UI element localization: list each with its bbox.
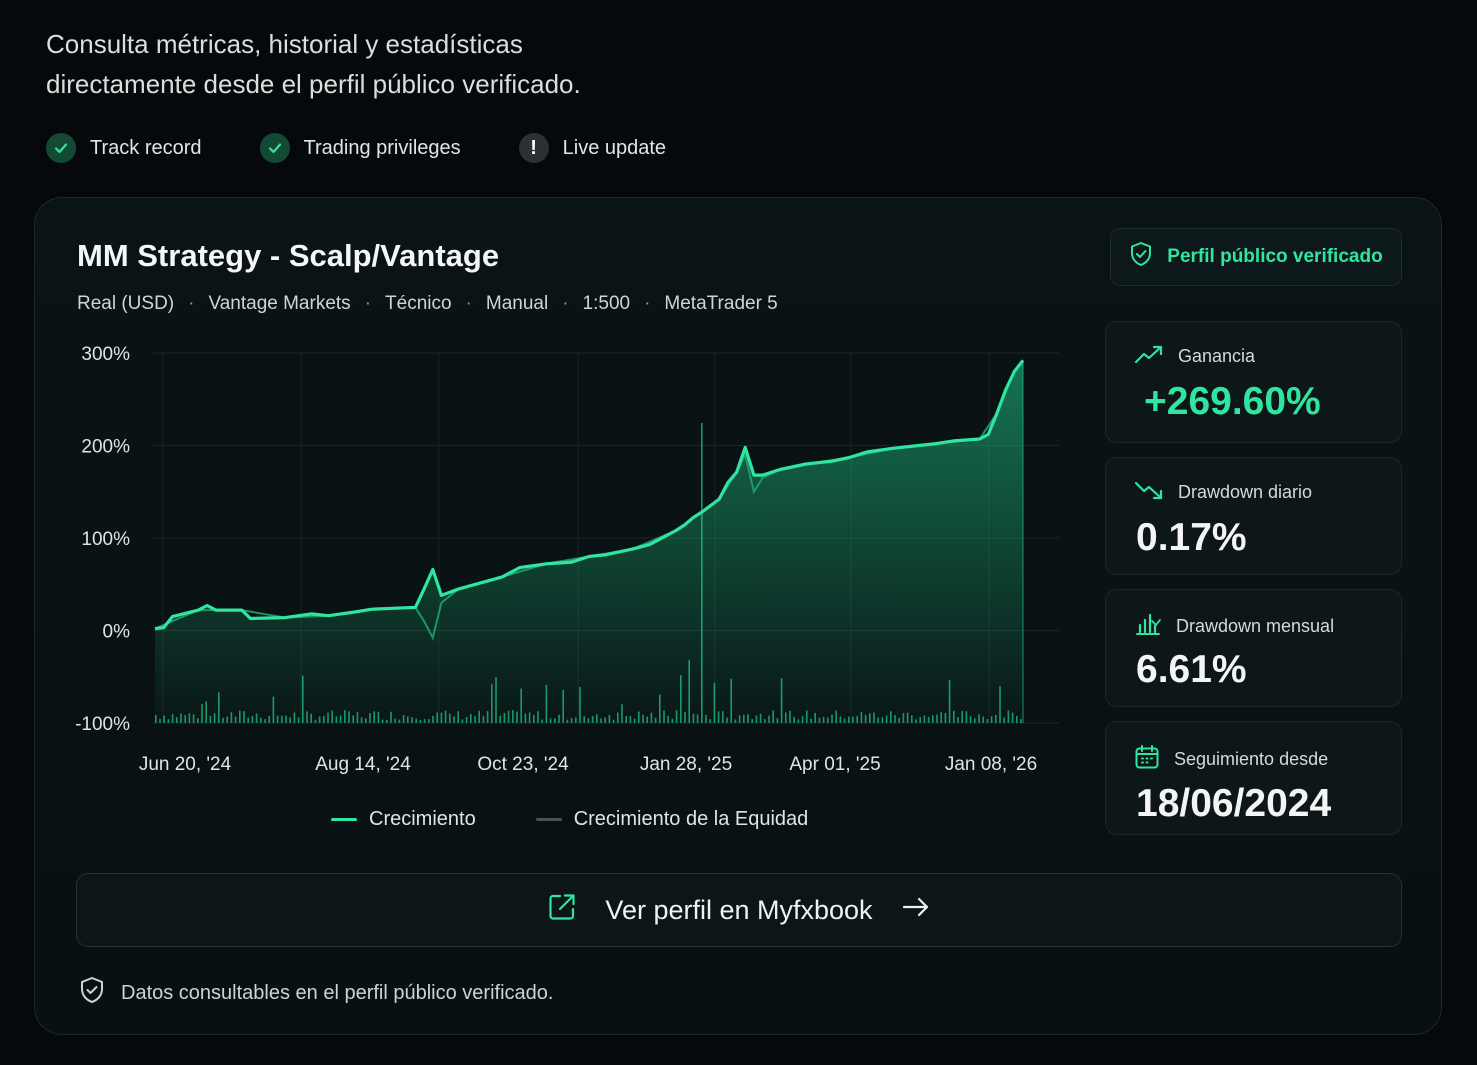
legend-label: Crecimiento de la Equidad: [573, 808, 809, 830]
legend-label: Crecimiento: [369, 808, 476, 830]
meta-broker: Vantage Markets: [208, 293, 351, 314]
cta-label: Ver perfil en Myfxbook: [605, 894, 873, 925]
stat-label: Drawdown diario: [1178, 482, 1313, 502]
legend-item-crecimiento[interactable]: Crecimiento: [331, 808, 476, 831]
stat-label: Seguimiento desde: [1174, 749, 1329, 769]
legend-swatch: [535, 818, 562, 821]
growth-chart: 300% 200% 100% 0% -100% Jun 20, '24 Aug 14, '2…: [75, 344, 1059, 775]
badge-trading-privileges: Trading privileges: [259, 133, 461, 163]
stat-value: 6.61%: [1136, 648, 1247, 691]
footnote: Datos consultables en el perfil público …: [79, 976, 553, 1010]
legend-swatch: [331, 818, 357, 821]
x-tick-label: Aug 14, '24: [315, 754, 411, 775]
trending-down-icon: [1134, 480, 1164, 505]
meta-separator: ·: [465, 293, 472, 314]
badge-label: Track record: [90, 136, 202, 159]
intro-line-2: directamente desde el perfil público ver…: [46, 69, 581, 99]
meta-execution: Manual: [485, 293, 549, 314]
feature-badges: Track record Trading privileges ! Live u…: [46, 131, 666, 165]
series-line-crecimiento: [154, 359, 1025, 631]
stat-value: +269.60%: [1144, 380, 1321, 423]
verified-label: Perfil público verificado: [1167, 246, 1383, 267]
meta-style: Técnico: [385, 293, 452, 314]
meta-leverage: 1:500: [582, 293, 631, 314]
meta-account-type: Real (USD): [77, 293, 175, 314]
meta-separator: ·: [364, 293, 372, 314]
exclamation-icon: !: [518, 133, 549, 163]
x-tick-label: Oct 23, '24: [477, 754, 569, 775]
legend-item-equidad[interactable]: Crecimiento de la Equidad: [535, 808, 809, 831]
footnote-text: Datos consultables en el perfil público …: [121, 981, 554, 1004]
check-icon: [46, 133, 76, 163]
meta-separator: ·: [562, 293, 569, 314]
y-tick-label: -100%: [75, 714, 130, 735]
intro-text: Consulta métricas, historial y estadísti…: [46, 24, 746, 104]
meta-separator: ·: [188, 293, 195, 314]
external-link-icon: [547, 892, 577, 929]
y-tick-label: 200%: [81, 437, 130, 458]
badge-track-record: Track record: [46, 133, 202, 163]
stat-seguimiento-desde: Seguimiento desde 18/06/2024: [1105, 721, 1402, 835]
stat-drawdown-mensual: Drawdown mensual 6.61%: [1105, 589, 1402, 707]
x-tick-label: Apr 01, '25: [789, 754, 880, 775]
verified-profile-badge[interactable]: Perfil público verificado: [1110, 228, 1402, 286]
chart-legend: Crecimiento Crecimiento de la Equidad: [331, 808, 808, 831]
strategy-card: MM Strategy - Scalp/Vantage Real (USD) ·…: [34, 197, 1442, 1035]
calendar-icon: [1134, 744, 1160, 775]
badge-label: Live update: [562, 136, 667, 159]
y-tick-label: 0%: [103, 622, 131, 643]
strategy-title: MM Strategy - Scalp/Vantage: [77, 238, 500, 273]
x-tick-label: Jun 20, '24: [139, 754, 232, 775]
stat-drawdown-diario: Drawdown diario 0.17%: [1105, 457, 1402, 575]
check-icon: [259, 133, 290, 163]
view-myfxbook-button[interactable]: Ver perfil en Myfxbook: [76, 873, 1402, 947]
shield-check-icon: [79, 976, 105, 1010]
trending-up-icon: [1134, 344, 1164, 369]
stat-ganancia: Ganancia +269.60%: [1105, 321, 1402, 443]
stat-label: Drawdown mensual: [1176, 616, 1335, 636]
bar-chart-icon: [1134, 612, 1162, 641]
meta-separator: ·: [644, 293, 651, 314]
badge-live-update: ! Live update: [518, 133, 667, 163]
x-tick-label: Jan 28, '25: [640, 754, 732, 775]
stat-label: Ganancia: [1178, 346, 1256, 366]
growth-area: [155, 360, 1023, 723]
meta-platform: MetaTrader 5: [664, 293, 778, 314]
stat-value: 0.17%: [1136, 516, 1247, 559]
badge-label: Trading privileges: [303, 136, 461, 159]
y-tick-label: 100%: [81, 529, 130, 550]
shield-check-icon: [1129, 241, 1153, 273]
strategy-meta: Real (USD) · Vantage Markets · Técnico ·…: [77, 293, 778, 315]
intro-line-1: Consulta métricas, historial y estadísti…: [46, 29, 523, 59]
x-tick-label: Jan 08, '26: [945, 754, 1037, 775]
stat-value: 18/06/2024: [1136, 782, 1332, 825]
arrow-right-icon: [901, 895, 931, 926]
y-tick-label: 300%: [81, 344, 130, 365]
